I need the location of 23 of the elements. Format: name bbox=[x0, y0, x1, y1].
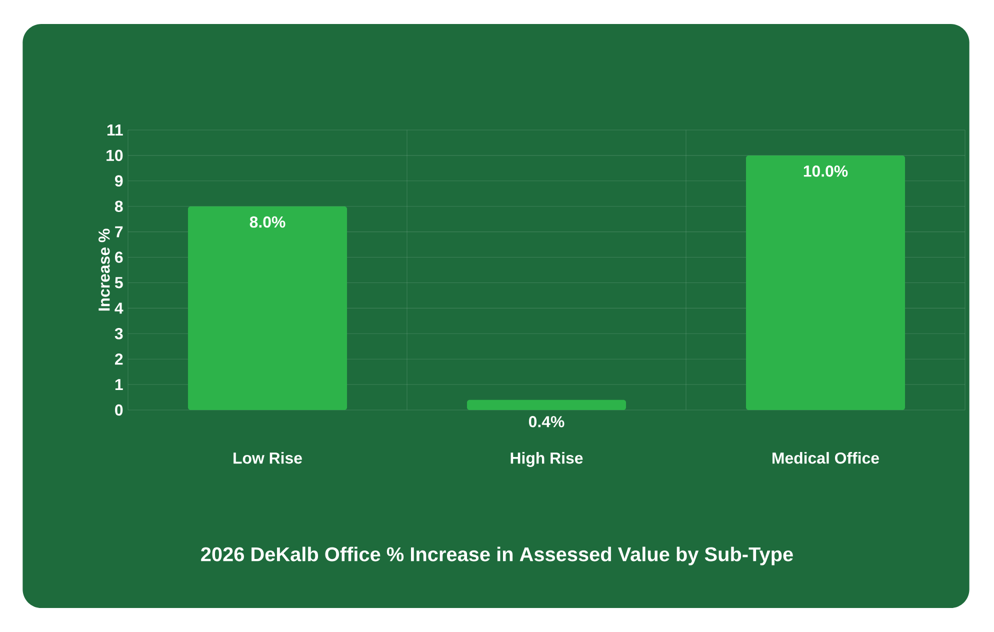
x-tick-label: High Rise bbox=[510, 452, 583, 467]
y-tick-label: 11 bbox=[107, 124, 123, 136]
y-axis-title: Increase % bbox=[98, 228, 110, 311]
y-tick-label: 1 bbox=[115, 379, 123, 390]
bar bbox=[466, 400, 626, 410]
x-tick-label: Low Rise bbox=[234, 452, 302, 464]
y-tick-label: 9 bbox=[115, 175, 123, 187]
y-tick-label: 6 bbox=[115, 252, 123, 263]
y-tick-label: 4 bbox=[114, 302, 124, 314]
y-tick-label: 5 bbox=[114, 277, 123, 288]
y-tick-label: 10 bbox=[106, 150, 123, 162]
y-tick-label: 8 bbox=[114, 200, 123, 212]
bar bbox=[746, 155, 906, 410]
data-label: 8.0% bbox=[250, 216, 286, 228]
y-tick-label: 3 bbox=[114, 328, 123, 340]
x-tick-label: Medical Office bbox=[772, 452, 879, 464]
data-label: 10.0% bbox=[804, 165, 848, 177]
y-tick-label: 0 bbox=[115, 404, 123, 416]
text: 2026 DeKalb Office % Increase in Assessed Value by Sub-Type bbox=[201, 546, 793, 566]
y-tick-label: 2 bbox=[115, 354, 123, 365]
data-label: 0.4% bbox=[528, 416, 564, 428]
bar bbox=[188, 206, 348, 410]
y-tick-label: 7 bbox=[115, 226, 123, 238]
